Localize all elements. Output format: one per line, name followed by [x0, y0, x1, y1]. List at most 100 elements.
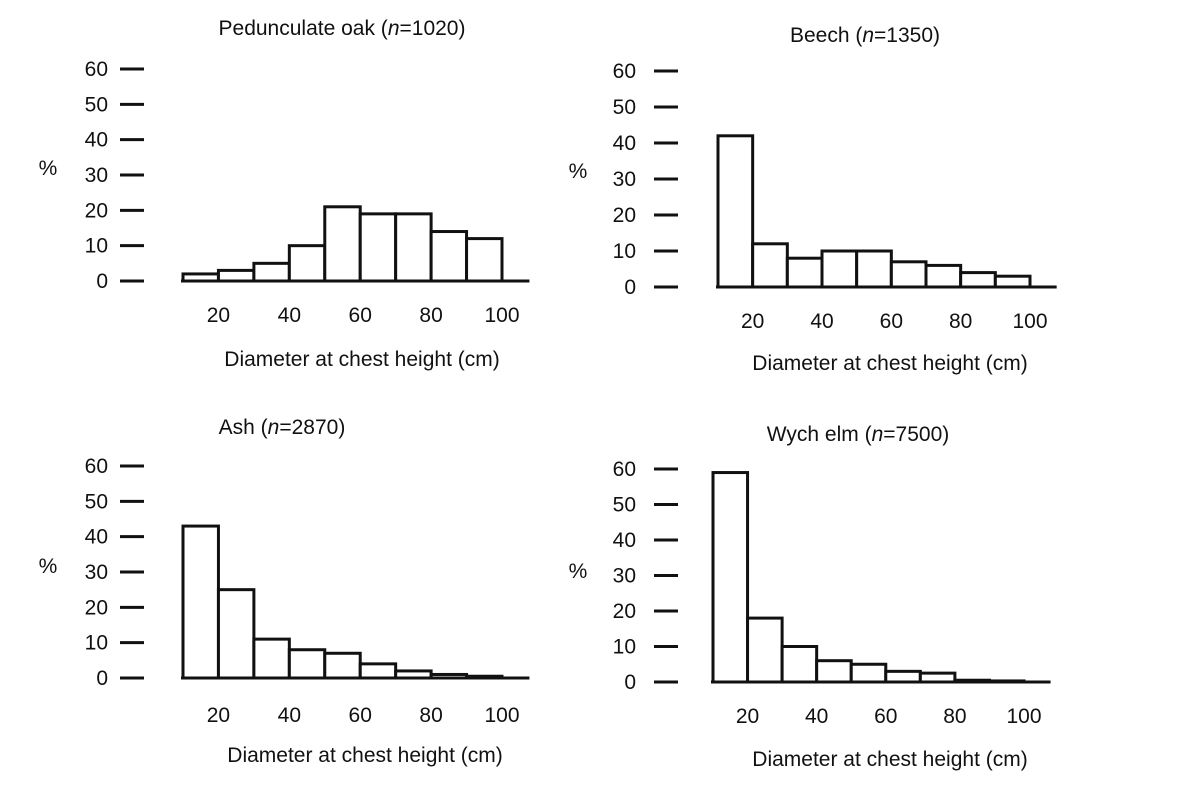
y-tick-label: 10	[85, 235, 108, 258]
y-axis-label: %	[39, 555, 58, 578]
x-axis-label: Diameter at chest height (cm)	[752, 748, 1027, 771]
histogram-bar	[358, 212, 398, 283]
y-tick-label: 30	[85, 164, 108, 187]
histogram-bar	[785, 256, 824, 289]
panel-beech: Beech (n=1350) 0 10 20 30 40 50 60% 20 40 60 80 100 D…	[569, 24, 1057, 375]
histogram-bar	[780, 645, 819, 684]
chart-title: Ash (n=2870)	[219, 416, 346, 439]
y-tick-label: 0	[624, 671, 636, 694]
histogram-bar	[849, 662, 888, 684]
chart-title: Wych elm (n=7500)	[767, 423, 950, 446]
histogram-bar	[746, 616, 784, 684]
histogram-bar	[429, 230, 469, 283]
histogram-bar	[884, 669, 922, 684]
histogram-bar	[216, 588, 256, 680]
y-axis-label: %	[39, 157, 58, 180]
histogram-bar	[751, 242, 789, 289]
x-tick-label: 20	[741, 310, 764, 333]
y-tick-label: 50	[613, 494, 636, 517]
title-count: =1020)	[400, 17, 466, 40]
x-tick-label: 60	[874, 705, 897, 728]
y-tick-label: 20	[613, 204, 636, 227]
y-tick-label: 50	[85, 93, 108, 116]
histogram-bar	[323, 651, 362, 680]
chart-title: Beech (n=1350)	[790, 24, 940, 47]
title-n: n	[388, 17, 400, 40]
y-tick-label: 60	[85, 58, 108, 81]
x-tick-label: 40	[278, 304, 301, 327]
title-count: =1350)	[874, 24, 940, 47]
title-count: =2870)	[279, 416, 345, 439]
histogram-bar	[181, 524, 220, 680]
histogram-bar	[465, 237, 504, 283]
histogram-bar	[855, 249, 893, 289]
y-tick-label: 0	[624, 276, 636, 299]
histogram-bar	[959, 271, 997, 289]
histogram-bar	[716, 134, 755, 289]
x-tick-label: 40	[810, 310, 833, 333]
title-name: Beech (	[790, 24, 862, 47]
x-tick-label: 100	[1006, 705, 1041, 728]
x-tick-label: 20	[207, 704, 230, 727]
x-axis-label: Diameter at chest height (cm)	[752, 352, 1027, 375]
title-n: n	[268, 416, 280, 439]
x-tick-label: 80	[419, 304, 442, 327]
y-tick-label: 30	[85, 561, 108, 584]
histogram-bar	[287, 244, 327, 283]
histogram-bar	[252, 637, 291, 680]
histogram-bar	[711, 471, 750, 684]
title-n: n	[862, 24, 874, 47]
x-axis-label: Diameter at chest height (cm)	[224, 348, 499, 371]
panel-ash: Ash (n=2870) 0 10 20 30 40 50 60% 20 40 60 80 100 Dia…	[39, 416, 530, 767]
y-tick-label: 20	[85, 596, 108, 619]
y-tick-label: 0	[96, 270, 108, 293]
histogram-bar	[287, 648, 327, 680]
y-tick-label: 60	[613, 60, 636, 83]
x-tick-label: 40	[278, 704, 301, 727]
x-tick-label: 60	[349, 704, 372, 727]
x-tick-label: 80	[949, 310, 972, 333]
y-tick-label: 10	[613, 636, 636, 659]
title-name: Wych elm (	[767, 423, 872, 446]
y-tick-label: 10	[85, 632, 108, 655]
histogram-bar	[216, 268, 256, 283]
y-tick-label: 60	[85, 455, 108, 478]
histogram-bar	[323, 205, 362, 283]
title-name: Ash (	[219, 416, 268, 439]
y-tick-label: 40	[613, 132, 636, 155]
panel-wych-elm: Wych elm (n=7500) 0 10 20 30 40 50 60% 20 40 60 80 1…	[569, 423, 1051, 771]
y-tick-label: 10	[613, 240, 636, 263]
x-axis-label: Diameter at chest height (cm)	[227, 744, 502, 767]
y-tick-label: 0	[96, 667, 108, 690]
y-tick-label: 50	[85, 490, 108, 513]
histogram-bar	[993, 274, 1032, 289]
y-axis-label: %	[569, 160, 588, 183]
histogram-bar	[889, 260, 928, 289]
x-tick-label: 20	[207, 304, 230, 327]
histogram-bar	[358, 662, 398, 680]
y-tick-label: 30	[613, 168, 636, 191]
y-tick-label: 20	[613, 600, 636, 623]
x-tick-label: 40	[805, 705, 828, 728]
x-tick-label: 60	[880, 310, 903, 333]
histogram-bar	[815, 659, 853, 684]
y-tick-label: 50	[613, 96, 636, 119]
x-tick-label: 100	[1012, 310, 1047, 333]
title-name: Pedunculate oak (	[219, 17, 388, 40]
x-tick-label: 100	[484, 304, 519, 327]
histogram-bar	[820, 249, 859, 289]
x-tick-label: 60	[349, 304, 372, 327]
x-tick-label: 100	[484, 704, 519, 727]
y-tick-label: 40	[613, 529, 636, 552]
histogram-bar	[252, 261, 291, 283]
histogram-bar	[924, 263, 963, 289]
x-tick-label: 20	[736, 705, 759, 728]
histogram-bar	[394, 212, 433, 283]
y-tick-label: 40	[85, 526, 108, 549]
title-count: =7500)	[883, 423, 949, 446]
y-tick-label: 40	[85, 129, 108, 152]
title-n: n	[872, 423, 884, 446]
y-tick-label: 30	[613, 565, 636, 588]
x-tick-label: 80	[943, 705, 966, 728]
